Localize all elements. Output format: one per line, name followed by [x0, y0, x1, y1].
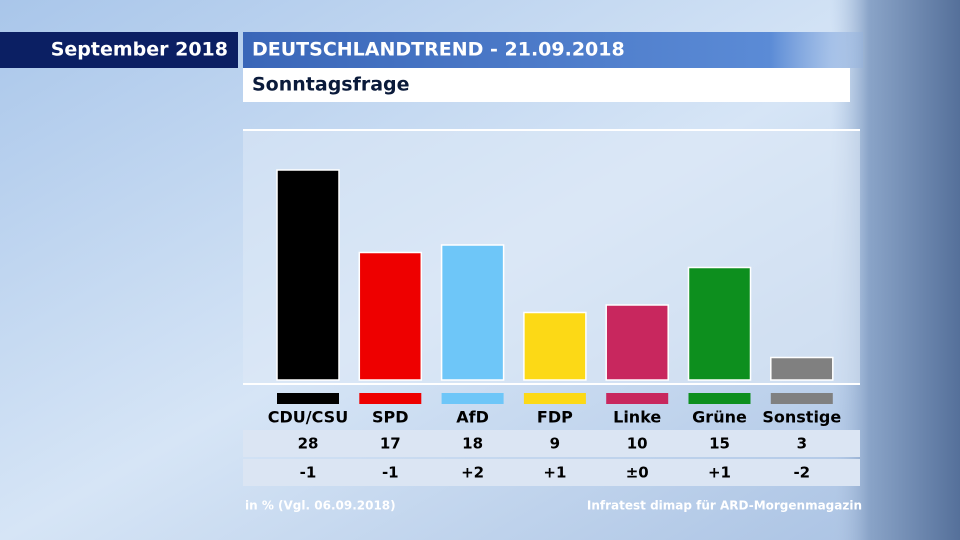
bar — [687, 266, 752, 381]
color-strip — [688, 393, 751, 404]
change-label: +2 — [461, 464, 484, 482]
period-box — [0, 32, 238, 68]
bar — [276, 169, 340, 381]
bar — [770, 356, 834, 381]
color-strip — [277, 393, 339, 404]
x-tick-label: CDU/CSU — [268, 408, 348, 427]
note: in % (Vgl. 06.09.2018) — [245, 499, 396, 513]
chart-title: DEUTSCHLANDTREND - 21.09.2018 — [252, 39, 625, 61]
value-label: 28 — [298, 435, 319, 453]
change-label: +1 — [708, 464, 731, 482]
bar — [358, 251, 423, 381]
value-label: 3 — [797, 435, 807, 453]
change-label: ±0 — [626, 464, 649, 482]
subtitle-bar — [243, 68, 850, 102]
color-strip — [441, 393, 504, 404]
change-label: -1 — [382, 464, 399, 482]
bar — [605, 304, 669, 381]
source: Infratest dimap für ARD-Morgenmagazin — [587, 499, 862, 513]
value-label: 17 — [380, 435, 401, 453]
x-tick-label: AfD — [456, 408, 489, 427]
chart-subtitle: Sonntagsfrage — [252, 74, 410, 96]
x-tick-label: FDP — [537, 408, 573, 427]
value-label: 10 — [627, 435, 648, 453]
change-label: +1 — [543, 464, 566, 482]
changes-row — [243, 459, 860, 486]
bar — [523, 311, 587, 381]
x-tick-label: Grüne — [692, 408, 747, 427]
color-strip — [770, 393, 833, 404]
value-label: 18 — [462, 435, 483, 453]
period: September 2018 — [51, 39, 228, 61]
values-row — [243, 430, 860, 457]
x-tick-label: Sonstige — [762, 408, 841, 427]
x-tick-label: Linke — [613, 408, 661, 427]
value-label: 9 — [550, 435, 560, 453]
title-bar — [243, 32, 863, 68]
color-strip — [523, 393, 586, 404]
bar — [440, 244, 505, 381]
color-strip — [606, 393, 669, 404]
change-label: -1 — [300, 464, 317, 482]
value-label: 15 — [709, 435, 730, 453]
x-tick-label: SPD — [372, 408, 409, 427]
change-label: -2 — [793, 464, 810, 482]
color-strip — [359, 393, 422, 404]
